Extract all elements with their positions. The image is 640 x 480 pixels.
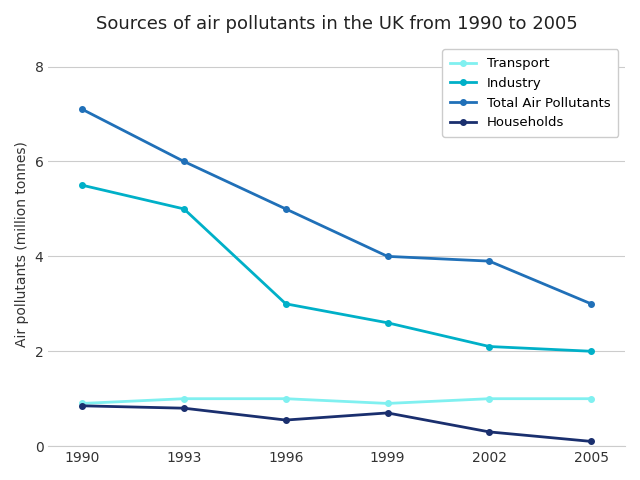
Total Air Pollutants [78, 107, 86, 112]
Transport [486, 396, 493, 402]
Line: Total Air Pollutants: Total Air Pollutants [79, 107, 594, 307]
Industry [282, 301, 289, 307]
Households [180, 405, 188, 411]
Total Air Pollutants [588, 301, 595, 307]
Households [384, 410, 392, 416]
Industry [180, 206, 188, 212]
Industry [486, 344, 493, 349]
Households [78, 403, 86, 408]
Industry [78, 182, 86, 188]
Total Air Pollutants [384, 253, 392, 259]
Total Air Pollutants [486, 258, 493, 264]
Transport [588, 396, 595, 402]
Industry [588, 348, 595, 354]
Transport [282, 396, 289, 402]
Households [588, 439, 595, 444]
Legend: Transport, Industry, Total Air Pollutants, Households: Transport, Industry, Total Air Pollutant… [442, 49, 618, 137]
Line: Industry: Industry [79, 182, 594, 354]
Line: Households: Households [79, 403, 594, 444]
Total Air Pollutants [282, 206, 289, 212]
Y-axis label: Air pollutants (million tonnes): Air pollutants (million tonnes) [15, 142, 29, 348]
Households [282, 417, 289, 423]
Transport [180, 396, 188, 402]
Total Air Pollutants [180, 158, 188, 164]
Transport [384, 401, 392, 407]
Industry [384, 320, 392, 325]
Households [486, 429, 493, 435]
Transport [78, 401, 86, 407]
Line: Transport: Transport [79, 396, 594, 406]
Title: Sources of air pollutants in the UK from 1990 to 2005: Sources of air pollutants in the UK from… [96, 15, 577, 33]
